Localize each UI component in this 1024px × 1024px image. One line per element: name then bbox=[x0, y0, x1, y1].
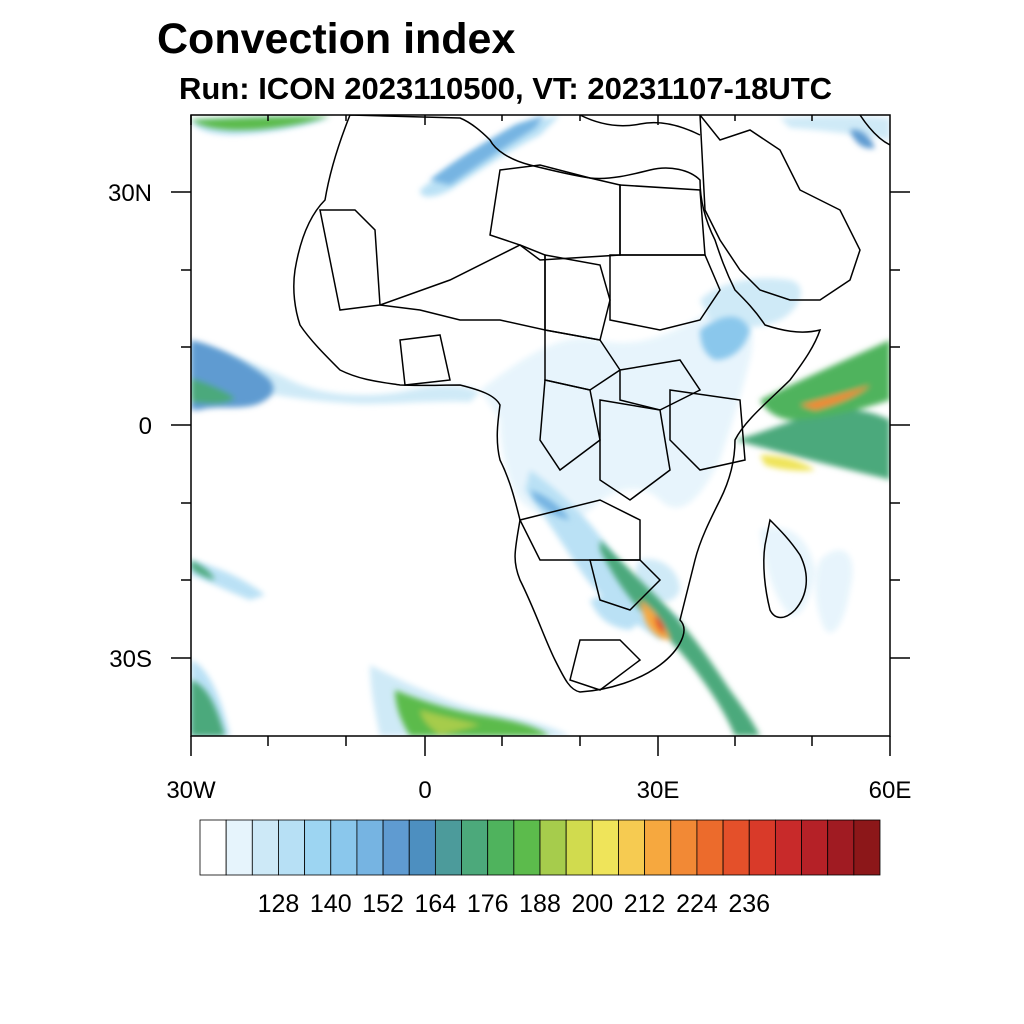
lat-label-30n: 30N bbox=[108, 180, 152, 207]
convection-field bbox=[191, 115, 890, 736]
colorbar-cell bbox=[199, 819, 227, 876]
colorbar-cell bbox=[330, 819, 358, 876]
axis-ticks bbox=[171, 115, 910, 756]
colorbar-cell bbox=[801, 819, 829, 876]
colorbar-cell bbox=[304, 819, 332, 876]
colorbar-label: 164 bbox=[415, 890, 457, 918]
colorbar-cell bbox=[748, 819, 776, 876]
lat-label-30s: 30S bbox=[109, 646, 152, 673]
colorbar-cell bbox=[225, 819, 253, 876]
colorbar-cell bbox=[539, 819, 567, 876]
colorbar-label: 224 bbox=[676, 890, 718, 918]
chart-title: Convection index bbox=[157, 15, 516, 63]
colorbar-cell bbox=[382, 819, 410, 876]
colorbar-cell bbox=[618, 819, 646, 876]
lon-label-60e: 60E bbox=[869, 777, 912, 804]
colorbar-cell bbox=[461, 819, 489, 876]
colorbar-label: 128 bbox=[258, 890, 300, 918]
colorbar-cell bbox=[722, 819, 750, 876]
colorbar-cell bbox=[278, 819, 306, 876]
colorbar-cell bbox=[774, 819, 802, 876]
lon-label-30e: 30E bbox=[637, 777, 680, 804]
colorbar-cell bbox=[513, 819, 541, 876]
colorbar-cell bbox=[591, 819, 619, 876]
colorbar-cell bbox=[670, 819, 698, 876]
colorbar-cell bbox=[565, 819, 593, 876]
colorbar-label: 140 bbox=[310, 890, 352, 918]
colorbar-label: 152 bbox=[362, 890, 404, 918]
colorbar-label: 200 bbox=[571, 890, 613, 918]
coastlines bbox=[293, 115, 890, 693]
lon-label-30w: 30W bbox=[166, 777, 216, 804]
colorbar-label: 176 bbox=[467, 890, 509, 918]
chart-subtitle: Run: ICON 2023110500, VT: 20231107-18UTC bbox=[179, 71, 833, 106]
lon-label-0: 0 bbox=[418, 777, 431, 804]
lat-label-0: 0 bbox=[139, 413, 152, 440]
colorbar-cell bbox=[408, 819, 436, 876]
colorbar-cell bbox=[827, 819, 855, 876]
colorbar-cell bbox=[251, 819, 279, 876]
colorbar-label: 212 bbox=[624, 890, 666, 918]
colorbar-cell bbox=[696, 819, 724, 876]
colorbar-cell bbox=[434, 819, 462, 876]
colorbar-label: 188 bbox=[519, 890, 561, 918]
colorbar-cell bbox=[644, 819, 672, 876]
colorbar-label: 236 bbox=[728, 890, 770, 918]
colorbar-cell bbox=[487, 819, 515, 876]
colorbar-cell bbox=[356, 819, 384, 876]
colorbar-cell bbox=[853, 819, 881, 876]
